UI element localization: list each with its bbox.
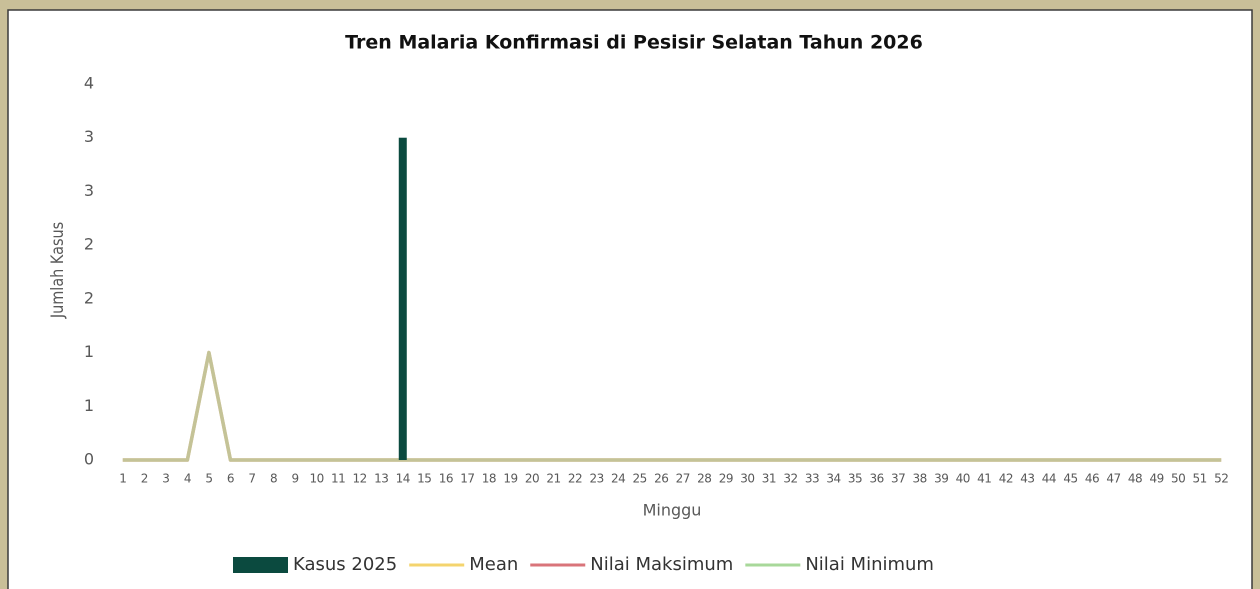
x-tick-label: 40: [956, 472, 970, 486]
x-tick-label: 37: [891, 472, 905, 486]
x-tick-label: 17: [460, 472, 474, 486]
x-tick-label: 31: [762, 472, 776, 486]
x-tick-label: 16: [439, 472, 453, 486]
y-tick-label: 2: [84, 235, 94, 254]
x-tick-label: 26: [654, 472, 668, 486]
x-tick-label: 25: [633, 472, 647, 486]
x-tick-label: 10: [309, 472, 323, 486]
x-tick-label: 27: [676, 472, 690, 486]
x-tick-label: 29: [719, 472, 733, 486]
x-tick-label: 8: [270, 472, 277, 486]
legend-label: Nilai Minimum: [805, 554, 934, 575]
x-tick-label: 22: [568, 472, 582, 486]
x-tick-label: 34: [826, 472, 840, 486]
x-tick-label: 49: [1149, 472, 1163, 486]
line-series: [122, 350, 1222, 462]
x-tick-label: 51: [1193, 472, 1207, 486]
legend-label: Nilai Maksimum: [590, 554, 733, 575]
x-tick-label: 35: [848, 472, 862, 486]
y-tick-label: 3: [84, 127, 94, 146]
x-tick-label: 6: [227, 472, 234, 486]
x-tick-label: 30: [740, 472, 754, 486]
chart-panel: [7, 9, 1253, 589]
x-tick-label: 1: [119, 472, 126, 486]
x-tick-label: 15: [417, 472, 431, 486]
y-tick-label: 2: [84, 288, 94, 307]
x-tick-label: 5: [205, 472, 212, 486]
x-tick-label: 14: [396, 472, 410, 486]
x-tick-label: 43: [1020, 472, 1034, 486]
x-tick-label: 12: [353, 472, 367, 486]
x-tick-label: 39: [934, 472, 948, 486]
bar: [398, 137, 407, 460]
x-tick-label: 23: [589, 472, 603, 486]
y-tick-label: 0: [84, 450, 94, 469]
x-tick-label: 52: [1214, 472, 1228, 486]
x-tick-label: 33: [805, 472, 819, 486]
x-tick-label: 7: [248, 472, 255, 486]
y-axis-title: Jumlah Kasus: [47, 222, 67, 319]
x-tick-label: 32: [783, 472, 797, 486]
legend-label: Mean: [469, 554, 518, 575]
x-tick-label: 18: [482, 472, 496, 486]
x-axis-title: Minggu: [643, 501, 702, 520]
x-tick-label: 2: [141, 472, 148, 486]
x-tick-label: 13: [374, 472, 388, 486]
y-tick-label: 4: [84, 74, 94, 93]
x-tick-label: 38: [913, 472, 927, 486]
x-tick-label: 42: [999, 472, 1013, 486]
x-tick-label: 41: [977, 472, 991, 486]
x-tick-label: 24: [611, 472, 625, 486]
x-tick-label: 19: [503, 472, 517, 486]
x-tick-label: 28: [697, 472, 711, 486]
chart-title: Tren Malaria Konfirmasi di Pesisir Selat…: [345, 32, 923, 54]
y-tick-label: 3: [84, 181, 94, 200]
x-tick-label: 20: [525, 472, 539, 486]
x-tick-label: 3: [162, 472, 169, 486]
x-tick-label: 46: [1085, 472, 1099, 486]
legend-swatch: [233, 557, 288, 573]
x-tick-label: 21: [546, 472, 560, 486]
x-tick-label: 48: [1128, 472, 1142, 486]
x-tick-label: 47: [1106, 472, 1120, 486]
x-tick-label: 45: [1063, 472, 1077, 486]
x-tick-label: 36: [869, 472, 883, 486]
y-tick-label: 1: [84, 396, 94, 415]
x-tick-label: 4: [184, 472, 191, 486]
y-tick-label: 1: [84, 342, 94, 361]
x-tick-label: 50: [1171, 472, 1185, 486]
x-tick-label: 44: [1042, 472, 1056, 486]
x-tick-label: 11: [331, 472, 345, 486]
x-tick-label: 9: [292, 472, 299, 486]
legend-label: Kasus 2025: [293, 554, 397, 575]
